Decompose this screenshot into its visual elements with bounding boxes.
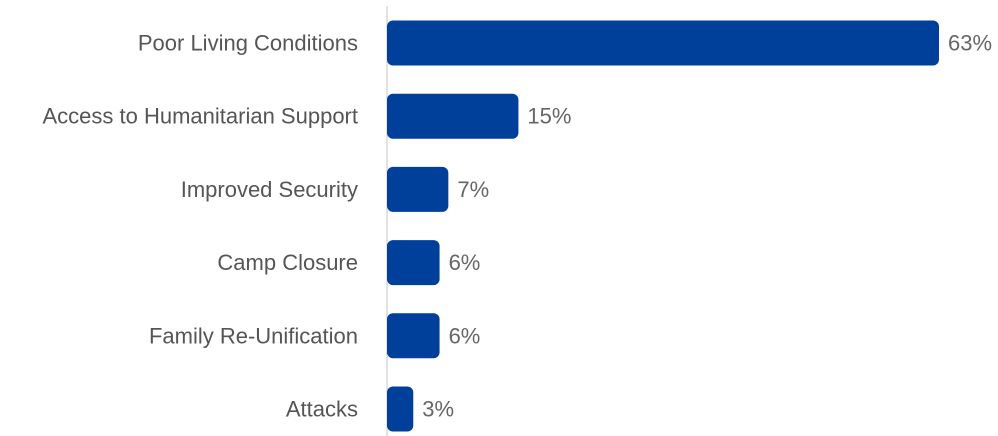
category-label: Improved Security	[181, 177, 358, 202]
value-label: 15%	[527, 104, 571, 129]
bar	[387, 240, 440, 285]
category-label: Attacks	[286, 397, 358, 422]
value-label: 6%	[449, 250, 481, 275]
value-label: 63%	[948, 31, 992, 56]
bar	[387, 167, 448, 212]
bar	[387, 313, 440, 358]
value-label: 6%	[449, 323, 481, 348]
category-label: Camp Closure	[217, 250, 358, 275]
bar	[387, 387, 413, 432]
category-label: Family Re-Unification	[149, 323, 358, 348]
category-label: Access to Humanitarian Support	[43, 104, 359, 129]
category-label: Poor Living Conditions	[138, 31, 358, 56]
bar	[387, 21, 939, 66]
bar	[387, 94, 518, 139]
value-label: 7%	[457, 177, 489, 202]
value-label: 3%	[422, 397, 454, 422]
